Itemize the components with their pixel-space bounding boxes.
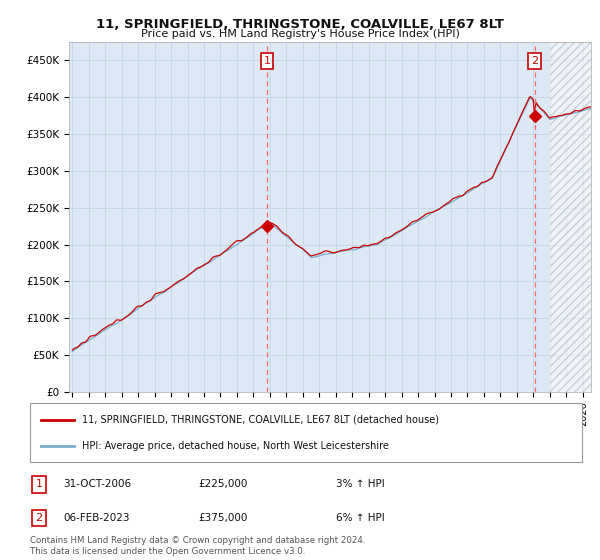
Text: £225,000: £225,000 <box>198 479 247 489</box>
Text: Contains HM Land Registry data © Crown copyright and database right 2024.
This d: Contains HM Land Registry data © Crown c… <box>30 536 365 556</box>
Text: 1: 1 <box>263 56 271 66</box>
Text: 2: 2 <box>531 56 538 66</box>
Bar <box>550 42 591 392</box>
Text: HPI: Average price, detached house, North West Leicestershire: HPI: Average price, detached house, Nort… <box>82 441 389 451</box>
Text: 31-OCT-2006: 31-OCT-2006 <box>63 479 131 489</box>
Text: Price paid vs. HM Land Registry's House Price Index (HPI): Price paid vs. HM Land Registry's House … <box>140 29 460 39</box>
Text: 11, SPRINGFIELD, THRINGSTONE, COALVILLE, LE67 8LT: 11, SPRINGFIELD, THRINGSTONE, COALVILLE,… <box>96 18 504 31</box>
Text: 06-FEB-2023: 06-FEB-2023 <box>63 513 130 523</box>
FancyBboxPatch shape <box>30 403 582 462</box>
Text: 1: 1 <box>35 479 43 489</box>
Text: 11, SPRINGFIELD, THRINGSTONE, COALVILLE, LE67 8LT (detached house): 11, SPRINGFIELD, THRINGSTONE, COALVILLE,… <box>82 414 439 424</box>
Text: 6% ↑ HPI: 6% ↑ HPI <box>336 513 385 523</box>
Text: 2: 2 <box>35 513 43 523</box>
Bar <box>550 42 591 392</box>
Text: 3% ↑ HPI: 3% ↑ HPI <box>336 479 385 489</box>
Text: £375,000: £375,000 <box>198 513 247 523</box>
